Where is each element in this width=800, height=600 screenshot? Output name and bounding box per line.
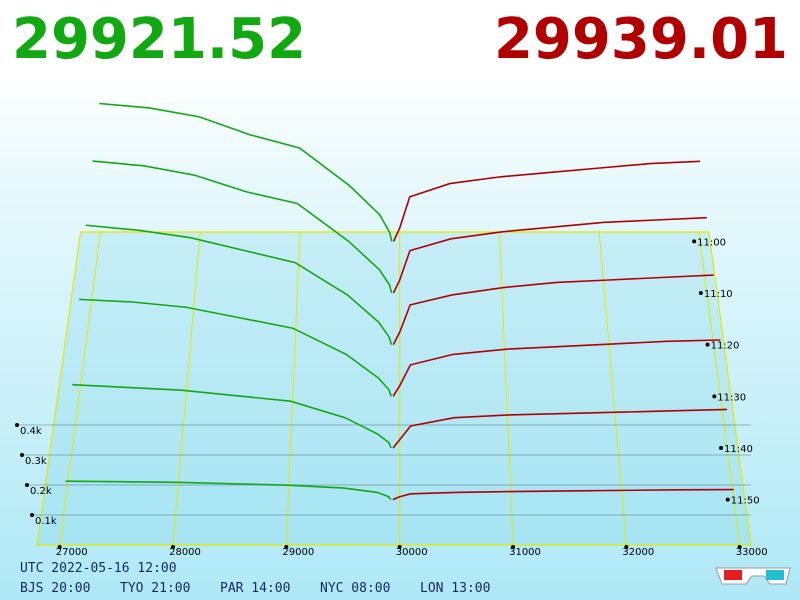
grid-line xyxy=(498,231,514,546)
time-tick xyxy=(692,239,697,244)
x-tick-label: 28000 xyxy=(169,547,201,558)
z-tick-label: 0.1k xyxy=(35,516,57,527)
time-label: 11:20 xyxy=(711,341,740,352)
grid-line xyxy=(698,231,741,546)
z-tick-label: 0.3k xyxy=(25,456,47,467)
x-tick xyxy=(397,545,402,549)
bid-curve xyxy=(79,298,392,397)
x-tick xyxy=(284,545,289,549)
x-tick-label: 27000 xyxy=(56,547,88,558)
ask-curve xyxy=(392,274,714,346)
ask-curve xyxy=(392,488,734,501)
grid-line xyxy=(59,231,102,546)
bid-curve xyxy=(92,160,393,294)
city-time: BJS 20:00 xyxy=(20,581,90,596)
time-label: 11:50 xyxy=(731,496,760,507)
x-tick-label: 30000 xyxy=(396,547,428,558)
time-tick xyxy=(712,394,717,399)
ask-curve xyxy=(392,339,721,397)
bid-curve xyxy=(99,102,393,242)
time-tick xyxy=(698,291,703,296)
z-tick-label: 0.2k xyxy=(30,486,52,497)
bid-curve xyxy=(65,480,392,501)
x-tick xyxy=(57,545,62,549)
x-tick-label: 33000 xyxy=(736,547,768,558)
glasses-icon xyxy=(715,567,791,585)
utc-time: UTC 2022-05-16 12:00 xyxy=(20,561,177,576)
x-tick xyxy=(737,545,742,549)
best-ask: 29939.01 xyxy=(494,7,788,72)
bid-curve xyxy=(72,383,392,449)
time-tick xyxy=(705,342,710,347)
city-time: PAR 14:00 xyxy=(220,581,290,596)
z-tick xyxy=(20,453,24,457)
z-tick xyxy=(15,423,19,427)
x-tick-label: 31000 xyxy=(509,547,541,558)
grid-line xyxy=(285,231,301,546)
grid-line xyxy=(172,231,201,546)
time-label: 11:10 xyxy=(704,289,733,300)
bid-curve xyxy=(85,224,393,345)
time-label: 11:40 xyxy=(724,444,753,455)
city-time: NYC 08:00 xyxy=(320,581,390,596)
ask-curve xyxy=(392,408,728,449)
x-tick xyxy=(624,545,629,549)
ask-curve xyxy=(392,160,701,242)
city-time: TYO 21:00 xyxy=(120,581,190,596)
time-tick xyxy=(725,497,730,502)
best-bid: 29921.52 xyxy=(12,7,306,72)
x-tick-label: 29000 xyxy=(282,547,314,558)
z-tick xyxy=(25,483,29,487)
time-label: 11:00 xyxy=(697,237,726,248)
grid-line xyxy=(598,231,627,546)
ask-curve xyxy=(392,216,707,294)
x-tick xyxy=(511,545,515,549)
x-tick xyxy=(171,545,175,549)
x-tick-label: 32000 xyxy=(622,547,654,558)
time-tick xyxy=(719,445,724,450)
city-time: LON 13:00 xyxy=(420,581,490,596)
z-tick xyxy=(30,513,34,517)
time-label: 11:30 xyxy=(717,392,746,403)
z-tick-label: 0.4k xyxy=(20,426,42,437)
